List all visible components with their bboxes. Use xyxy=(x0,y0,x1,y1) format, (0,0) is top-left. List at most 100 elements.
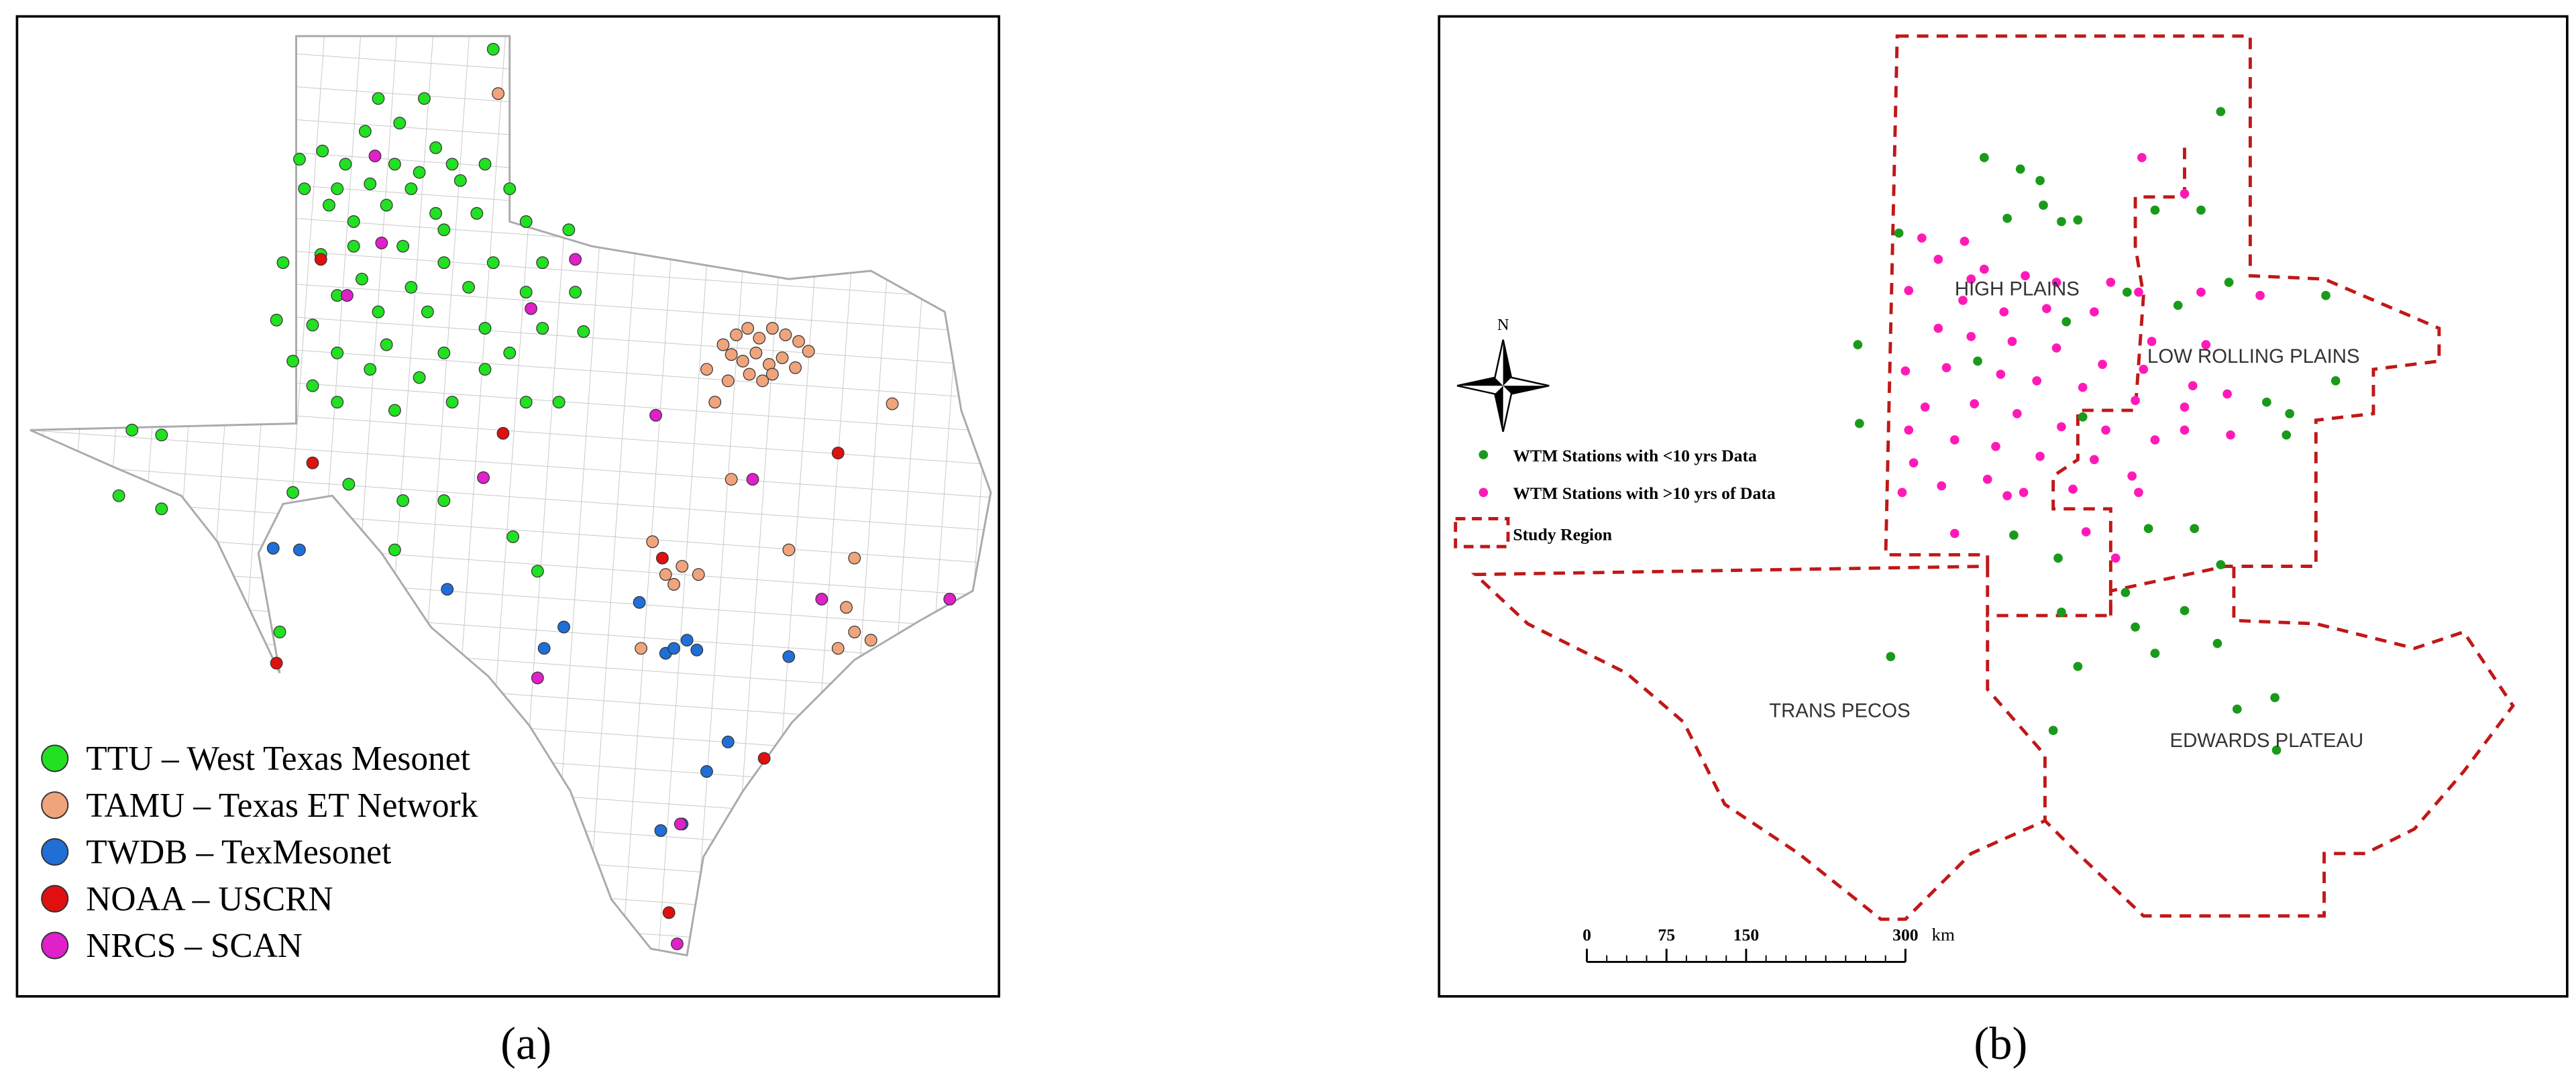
station-dot xyxy=(2180,402,2190,412)
station-dot xyxy=(1894,228,1904,238)
station-dot xyxy=(503,346,517,359)
station-dot xyxy=(655,551,669,565)
station-dot xyxy=(724,348,738,361)
station-dot xyxy=(2110,553,2121,563)
station-dot xyxy=(478,363,492,376)
station-dot xyxy=(342,477,356,491)
station-dot xyxy=(2255,290,2265,300)
station-dot xyxy=(2098,359,2107,369)
station-dot xyxy=(316,144,329,158)
station-dot xyxy=(700,765,713,778)
station-dot xyxy=(1973,356,1982,366)
station-dot xyxy=(2021,271,2030,281)
station-dot xyxy=(690,643,704,656)
station-dot xyxy=(667,642,680,655)
station-dot xyxy=(396,494,410,508)
station-dot xyxy=(1897,488,1907,498)
station-dot xyxy=(380,338,393,351)
station-dot xyxy=(270,656,283,670)
legend-swatch xyxy=(1479,488,1489,498)
station-dot xyxy=(2012,408,2022,418)
station-dot xyxy=(708,396,722,409)
station-dot xyxy=(323,198,335,212)
station-dot xyxy=(676,560,689,573)
station-dot xyxy=(2190,524,2200,534)
region-label: TRANS PECOS xyxy=(1769,700,1910,722)
station-dot xyxy=(125,423,139,437)
station-dot xyxy=(2051,343,2061,353)
station-dot xyxy=(372,305,385,319)
station-dot xyxy=(470,207,484,220)
station-dot xyxy=(864,634,877,647)
legend-label: NRCS – SCAN xyxy=(86,927,303,965)
station-dot xyxy=(2007,337,2017,346)
panel-a: TTU – West Texas Mesonet TAMU – Texas ET … xyxy=(15,15,1001,1069)
station-dot xyxy=(462,280,475,294)
station-dot xyxy=(445,396,459,409)
station-dot xyxy=(1982,474,1992,484)
station-dot xyxy=(537,642,551,655)
station-dot xyxy=(380,198,393,212)
station-dot xyxy=(437,256,451,270)
station-dot xyxy=(496,426,510,440)
station-dot xyxy=(2196,287,2206,297)
station-dot xyxy=(1980,153,1989,162)
station-dot xyxy=(662,906,676,919)
legend-swatch xyxy=(41,931,69,960)
station-dot xyxy=(2057,422,2066,432)
station-dot xyxy=(519,396,533,409)
station-dot xyxy=(552,396,566,409)
station-dot xyxy=(1900,366,1911,376)
legend-swatch xyxy=(41,744,69,773)
station-dot xyxy=(1917,233,1927,243)
station-dot xyxy=(885,397,899,410)
station-dot xyxy=(1996,369,2006,379)
station-dot xyxy=(757,752,771,765)
station-dot xyxy=(1949,528,1960,538)
station-dot xyxy=(2090,307,2099,317)
station-dot xyxy=(429,207,443,220)
station-dot xyxy=(815,593,828,606)
station-dot xyxy=(478,158,492,171)
station-dot xyxy=(2222,389,2232,399)
station-dot xyxy=(418,92,431,105)
legend-label: WTM Stations with >10 yrs of Data xyxy=(1513,483,1776,503)
station-dot xyxy=(413,166,426,179)
station-dot xyxy=(557,620,570,634)
station-dot xyxy=(1966,274,1976,284)
station-dot xyxy=(635,642,647,655)
station-dot xyxy=(569,286,582,299)
station-dot xyxy=(525,302,537,315)
station-dot xyxy=(2078,382,2088,392)
stations xyxy=(1853,107,2341,755)
station-dot xyxy=(779,328,792,341)
station-dot xyxy=(368,150,382,162)
station-dot xyxy=(649,408,663,422)
station-dot xyxy=(749,346,763,359)
station-dot xyxy=(292,153,306,166)
legend-swatch xyxy=(1479,450,1489,459)
station-dot xyxy=(674,817,687,831)
station-dot xyxy=(792,335,805,348)
station-dot xyxy=(765,367,779,381)
station-dot xyxy=(2015,164,2025,174)
station-dot xyxy=(2131,396,2140,406)
station-dot xyxy=(2039,201,2048,210)
station-dot xyxy=(364,177,377,190)
station-dot xyxy=(569,253,582,266)
station-dot xyxy=(654,824,667,838)
station-dot xyxy=(840,601,853,614)
station-dot xyxy=(536,322,549,335)
station-dot xyxy=(306,379,319,392)
station-dot xyxy=(2035,176,2045,186)
station-dot xyxy=(782,650,796,663)
station-dot xyxy=(2053,553,2063,563)
station-dot xyxy=(775,351,789,365)
station-dot xyxy=(1960,236,1970,246)
station-dot xyxy=(802,345,815,358)
station-dot xyxy=(519,215,533,228)
station-dot xyxy=(670,937,684,950)
station-dot xyxy=(1920,402,1930,412)
station-dot xyxy=(486,43,500,56)
